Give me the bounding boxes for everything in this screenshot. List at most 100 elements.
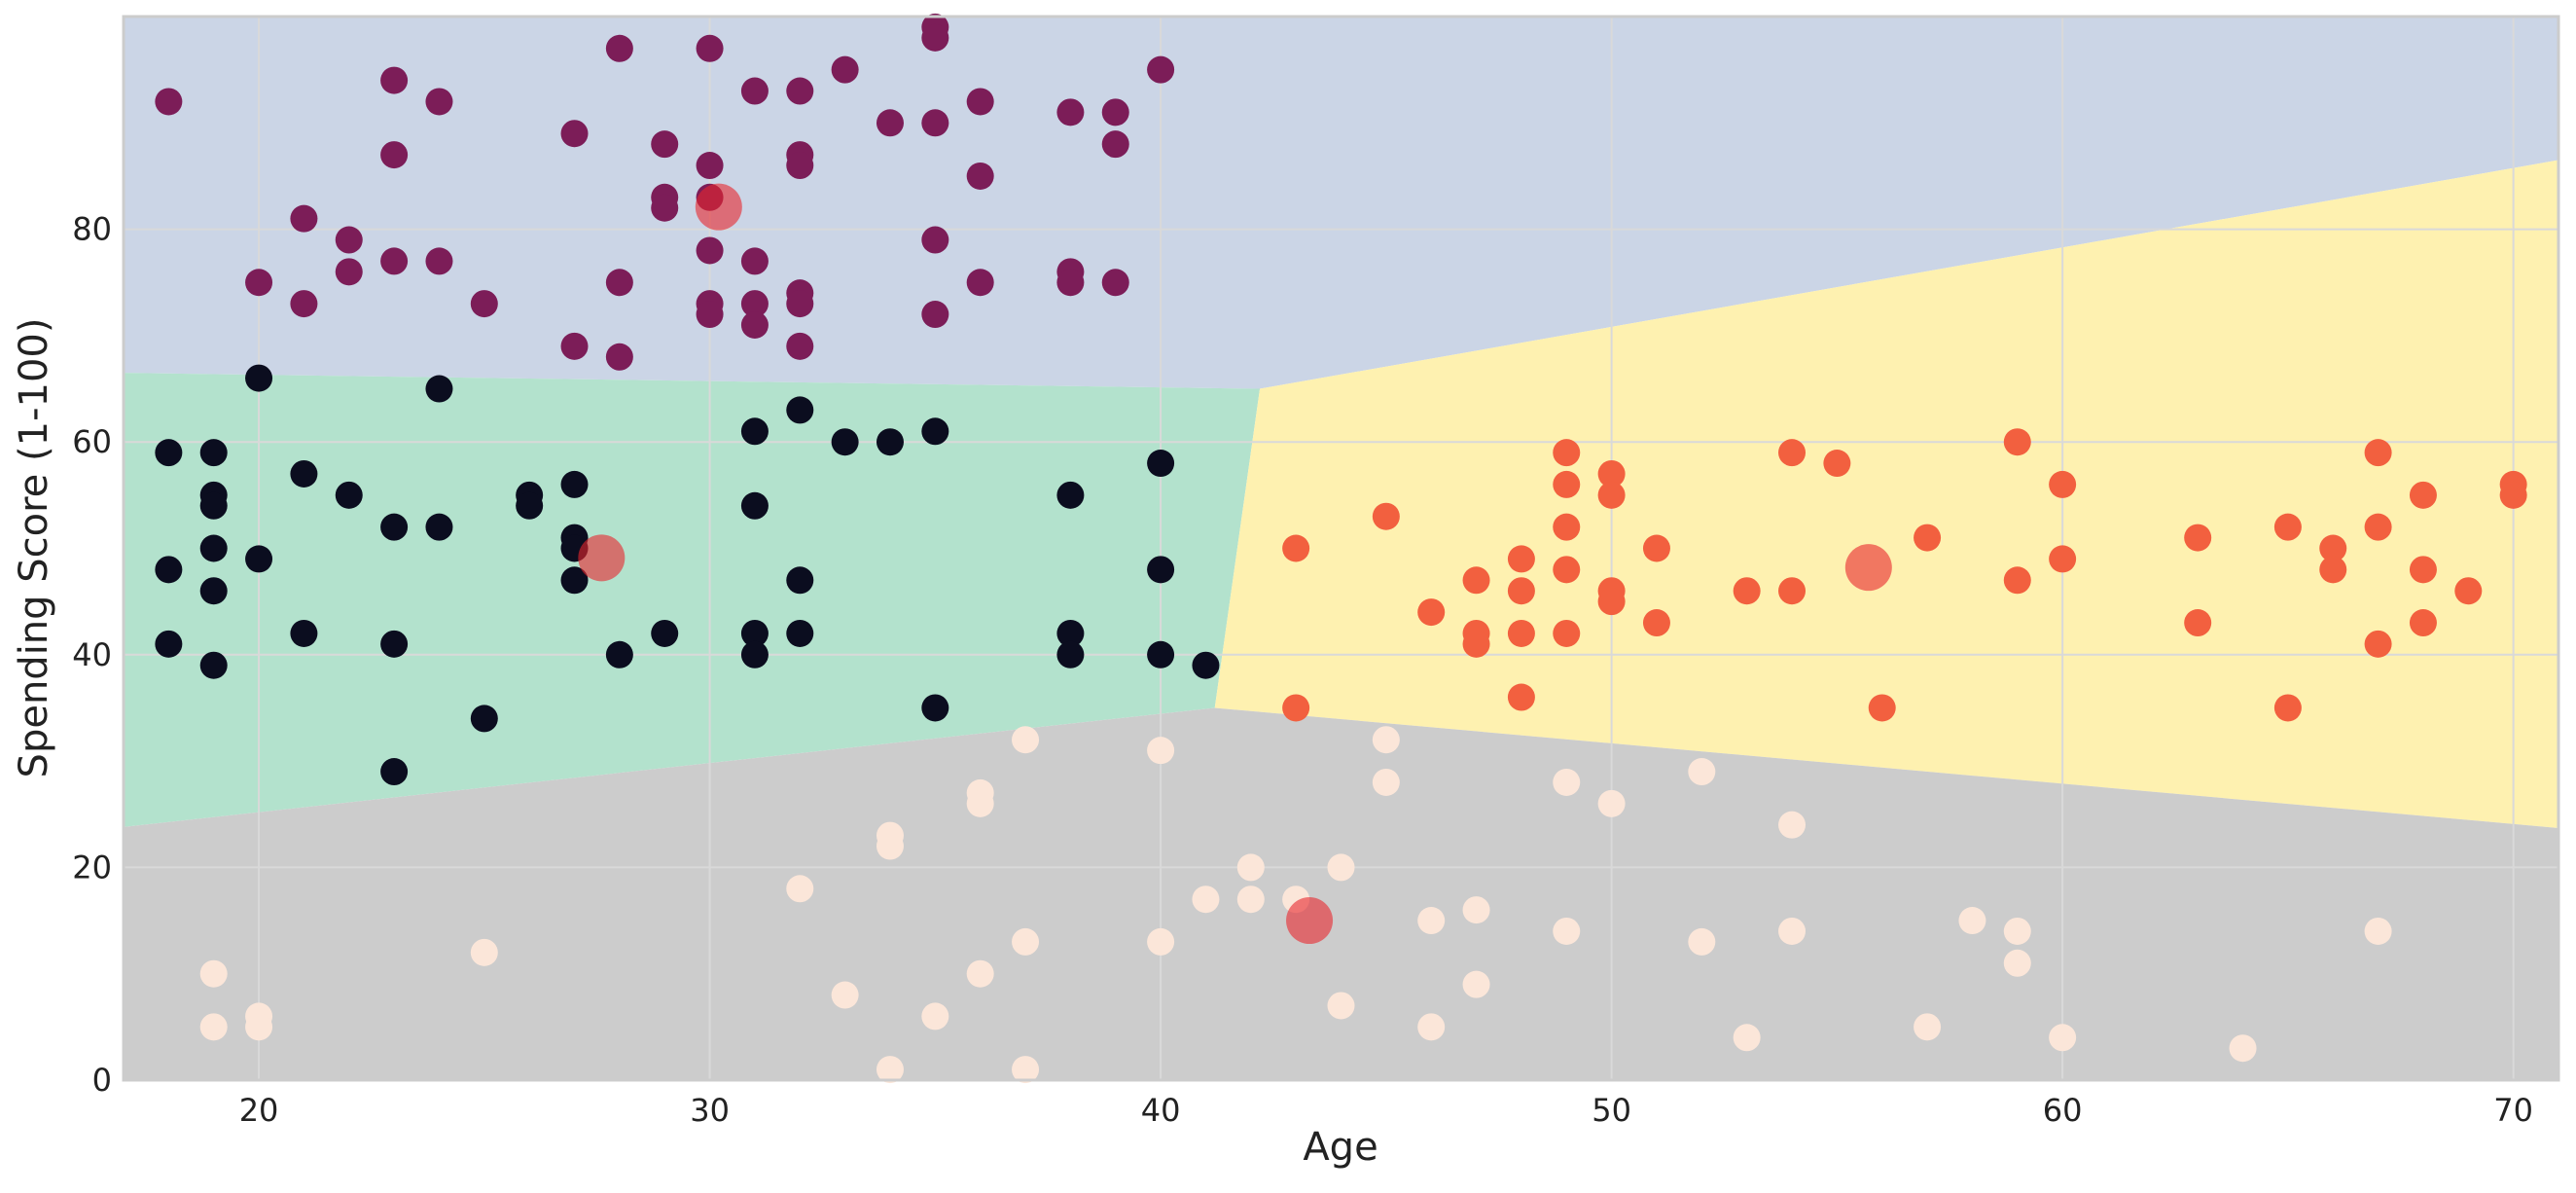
- point-cluster-low-score: [1778, 917, 1807, 945]
- point-cluster-low-score: [921, 1002, 949, 1030]
- point-cluster-low-score: [2003, 917, 2031, 945]
- point-cluster-young-mid: [831, 428, 859, 456]
- point-cluster-old-mid: [2409, 556, 2437, 584]
- x-tick-label: 70: [2493, 1092, 2533, 1129]
- point-cluster-low-score: [831, 981, 859, 1009]
- point-cluster-old-mid: [1778, 577, 1807, 605]
- point-cluster-low-score: [1147, 927, 1175, 956]
- point-cluster-old-mid: [2364, 630, 2392, 658]
- point-cluster-low-score: [1733, 1024, 1761, 1052]
- y-tick-label: 20: [72, 849, 112, 886]
- point-cluster-old-mid: [2184, 524, 2212, 552]
- point-cluster-low-score: [1417, 907, 1446, 935]
- point-cluster-high-score: [290, 204, 318, 233]
- region-cluster-high-score: [124, 17, 2558, 389]
- point-cluster-young-mid: [921, 694, 949, 722]
- point-cluster-young-mid: [1147, 450, 1175, 478]
- point-cluster-low-score: [1778, 811, 1807, 839]
- y-tick-label: 80: [72, 211, 112, 248]
- point-cluster-old-mid: [1597, 459, 1626, 488]
- point-cluster-high-score: [696, 236, 724, 265]
- point-cluster-young-mid: [199, 534, 228, 562]
- point-cluster-high-score: [1056, 269, 1085, 297]
- point-cluster-high-score: [740, 290, 769, 318]
- centroid-marker: [695, 183, 742, 231]
- point-cluster-high-score: [786, 152, 814, 180]
- point-cluster-young-mid: [199, 439, 228, 467]
- point-cluster-old-mid: [2454, 577, 2483, 605]
- point-cluster-young-mid: [155, 630, 183, 658]
- x-tick-label: 40: [1141, 1092, 1181, 1129]
- region-cluster-low-score: [124, 707, 2558, 1080]
- point-cluster-young-mid: [380, 758, 409, 786]
- point-cluster-old-mid: [1282, 534, 1310, 562]
- point-cluster-low-score: [2364, 917, 2392, 945]
- point-cluster-old-mid: [1553, 470, 1581, 498]
- point-cluster-old-mid: [2364, 513, 2392, 541]
- point-cluster-high-score: [831, 55, 859, 84]
- point-cluster-low-score: [1417, 1013, 1446, 1041]
- point-cluster-high-score: [605, 269, 633, 297]
- point-cluster-young-mid: [1056, 640, 1085, 669]
- point-cluster-young-mid: [786, 566, 814, 595]
- point-cluster-high-score: [921, 23, 949, 52]
- point-cluster-young-mid: [1192, 651, 1220, 679]
- point-cluster-high-score: [335, 226, 363, 254]
- point-cluster-young-mid: [290, 459, 318, 488]
- point-cluster-high-score: [651, 130, 679, 159]
- point-cluster-old-mid: [1553, 439, 1581, 467]
- point-cluster-high-score: [966, 269, 994, 297]
- point-cluster-low-score: [1688, 758, 1716, 786]
- point-cluster-high-score: [245, 269, 273, 297]
- point-cluster-young-mid: [1147, 640, 1175, 669]
- point-cluster-young-mid: [245, 545, 273, 573]
- point-cluster-low-score: [786, 875, 814, 903]
- point-cluster-high-score: [966, 162, 994, 190]
- decision-regions: [124, 17, 2558, 1080]
- point-cluster-high-score: [696, 301, 724, 329]
- point-cluster-old-mid: [2409, 609, 2437, 637]
- tick-labels: 20 30 40 50 60 70 0 20 40 60 80: [72, 211, 2533, 1129]
- point-cluster-old-mid: [1642, 534, 1670, 562]
- point-cluster-high-score: [696, 34, 724, 62]
- point-cluster-old-mid: [2273, 694, 2302, 722]
- point-cluster-high-score: [1101, 130, 1129, 159]
- point-cluster-young-mid: [155, 556, 183, 584]
- point-cluster-young-mid: [560, 566, 589, 595]
- data-points: [155, 13, 2527, 1084]
- point-cluster-old-mid: [2409, 481, 2437, 509]
- point-cluster-young-mid: [651, 619, 679, 647]
- point-cluster-young-mid: [1056, 481, 1085, 509]
- point-cluster-high-score: [425, 88, 453, 116]
- point-cluster-old-mid: [1778, 439, 1807, 467]
- point-cluster-young-mid: [470, 705, 498, 733]
- point-cluster-high-score: [696, 152, 724, 180]
- point-cluster-low-score: [1553, 917, 1581, 945]
- point-cluster-low-score: [966, 959, 994, 988]
- point-cluster-old-mid: [2184, 609, 2212, 637]
- point-cluster-low-score: [1012, 1056, 1040, 1084]
- point-cluster-high-score: [1147, 55, 1175, 84]
- point-cluster-young-mid: [199, 651, 228, 679]
- point-cluster-old-mid: [1507, 683, 1535, 711]
- point-cluster-low-score: [1236, 886, 1265, 914]
- point-cluster-young-mid: [740, 417, 769, 446]
- point-cluster-low-score: [1012, 726, 1040, 754]
- point-cluster-young-mid: [1056, 619, 1085, 647]
- point-cluster-high-score: [560, 120, 589, 148]
- region-cluster-old-mid: [1214, 160, 2558, 828]
- point-cluster-low-score: [199, 959, 228, 988]
- point-cluster-low-score: [1236, 853, 1265, 882]
- point-cluster-high-score: [605, 34, 633, 62]
- point-cluster-old-mid: [1733, 577, 1761, 605]
- point-cluster-low-score: [1462, 970, 1490, 998]
- point-cluster-high-score: [740, 310, 769, 339]
- point-cluster-low-score: [1462, 896, 1490, 924]
- y-tick-label: 0: [92, 1062, 112, 1099]
- point-cluster-high-score: [560, 332, 589, 360]
- x-tick-label: 60: [2043, 1092, 2083, 1129]
- point-cluster-high-score: [786, 332, 814, 360]
- point-cluster-low-score: [1012, 927, 1040, 956]
- point-cluster-young-mid: [290, 619, 318, 647]
